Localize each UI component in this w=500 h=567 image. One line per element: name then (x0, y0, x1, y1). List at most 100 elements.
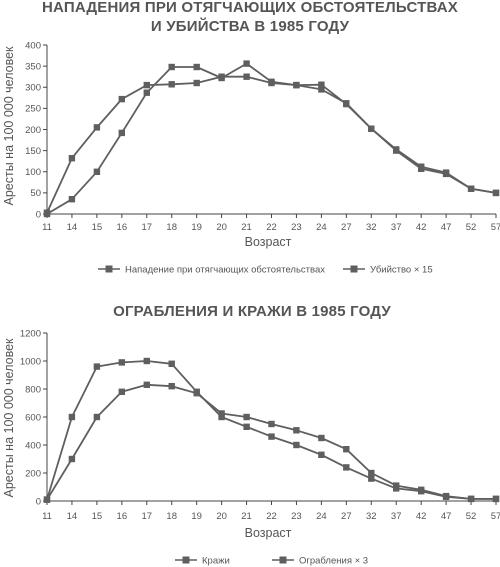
x-tick-label: 24 (316, 511, 327, 522)
chart2-axes (46, 333, 496, 502)
x-tick-label: 20 (216, 511, 227, 522)
y-tick-label: 400 (25, 440, 41, 451)
legend-marker-robbery (279, 556, 287, 564)
data-point (318, 81, 325, 88)
y-tick-label: 0 (36, 496, 41, 507)
x-tick-label: 14 (67, 222, 78, 233)
chart1-title-line2: И УБИЙСТВА В 1985 ГОДУ (151, 17, 350, 35)
data-point (368, 475, 375, 482)
data-point (68, 155, 76, 162)
data-point (143, 381, 150, 388)
x-tick-label: 32 (366, 511, 377, 522)
x-tick-label: 23 (291, 222, 302, 233)
x-tick-label: 16 (117, 222, 128, 233)
data-point (318, 86, 325, 93)
y-tick-label: 200 (25, 125, 41, 136)
chart1-axes (46, 45, 496, 215)
data-point (492, 189, 500, 197)
data-point (68, 413, 76, 421)
data-point (118, 359, 125, 366)
data-point (93, 413, 101, 421)
x-tick-label: 11 (42, 511, 52, 522)
y-tick-label: 600 (25, 412, 41, 423)
legend-marker-assault (105, 265, 113, 273)
x-tick-label: 37 (391, 511, 402, 522)
x-tick-label: 37 (391, 222, 402, 233)
data-point (467, 495, 475, 503)
y-tick-label: 200 (25, 468, 41, 479)
x-tick-label: 18 (166, 511, 177, 522)
chart2-legend: Кражи Ограбления × 3 (175, 556, 368, 567)
chart-robbery-theft: ОГРАБЛЕНИЯ И КРАЖИ В 1985 ГОДУ 0 200 400 60… (2, 303, 500, 567)
x-tick-label: 42 (416, 222, 427, 233)
data-point (143, 357, 150, 365)
data-point (343, 464, 350, 471)
y-tick-label: 50 (30, 188, 41, 199)
data-point (43, 496, 51, 503)
data-point (492, 495, 500, 503)
data-point (442, 492, 450, 500)
x-tick-label: 21 (241, 511, 252, 522)
y-tick-label: 1200 (20, 328, 41, 339)
x-tick-label: 52 (466, 222, 477, 233)
data-point (268, 433, 275, 440)
data-point (393, 146, 400, 153)
y-tick-label: 400 (25, 40, 41, 51)
data-point (193, 79, 200, 87)
x-tick-label: 57 (491, 222, 500, 233)
data-point (343, 100, 350, 108)
y-tick-label: 150 (25, 146, 41, 157)
y-tick-label: 1000 (20, 356, 41, 367)
chart1-title-line1: НАПАДЕНИЯ ПРИ ОТЯГЧАЮЩИХ ОБСТОЯТЕЛЬСТВАХ (42, 0, 458, 16)
data-point (93, 363, 101, 370)
x-tick-label: 47 (441, 222, 452, 233)
data-point (168, 383, 175, 390)
x-tick-label: 17 (141, 222, 152, 233)
x-tick-label: 17 (141, 511, 152, 522)
legend-marker-theft (182, 556, 190, 564)
data-point (193, 63, 200, 71)
x-tick-label: 27 (341, 511, 352, 522)
x-tick-label: 27 (341, 222, 352, 233)
x-tick-label: 19 (191, 511, 202, 522)
data-point (218, 74, 225, 82)
chart2-y-axis-label: Аресты на 100 000 человек (2, 338, 16, 498)
legend-marker-murder (350, 265, 358, 273)
data-point (143, 89, 150, 96)
data-point (118, 388, 125, 395)
x-tick-label: 20 (216, 222, 227, 233)
data-point (68, 455, 76, 463)
data-point (243, 423, 250, 430)
legend-label-theft: Кражи (202, 556, 230, 567)
chart1-x-axis-label: Возраст (245, 235, 292, 249)
data-point (368, 125, 375, 132)
data-point (43, 210, 51, 218)
data-point (93, 124, 101, 131)
chart2-y-ticks: 0 200 400 600 800 1000 1200 (20, 328, 47, 507)
y-tick-label: 250 (25, 104, 41, 115)
x-tick-label: 23 (291, 511, 302, 522)
chart-assault-murder: НАПАДЕНИЯ ПРИ ОТЯГЧАЮЩИХ ОБСТОЯТЕЛЬСТВАХ… (2, 0, 500, 276)
legend-label-robbery: Ограбления × 3 (299, 556, 368, 567)
legend-label-murder: Убийство × 15 (370, 265, 433, 276)
data-point (118, 129, 125, 137)
data-point (318, 434, 325, 442)
data-point (243, 413, 250, 421)
x-tick-label: 52 (466, 511, 477, 522)
data-point (343, 446, 350, 453)
data-point (268, 78, 275, 85)
data-point (243, 60, 250, 67)
x-tick-label: 16 (117, 511, 128, 522)
x-tick-label: 22 (266, 222, 277, 233)
data-point (168, 360, 175, 367)
data-point (293, 81, 300, 89)
data-point (218, 410, 225, 417)
data-point (143, 81, 150, 89)
y-tick-label: 800 (25, 384, 41, 395)
legend-label-assault: Нападение при отягчающих обстоятельствах (125, 265, 325, 276)
x-tick-label: 57 (491, 511, 500, 522)
chart2-title: ОГРАБЛЕНИЯ И КРАЖИ В 1985 ГОДУ (113, 303, 391, 320)
data-point (168, 63, 175, 71)
data-point (293, 441, 300, 449)
